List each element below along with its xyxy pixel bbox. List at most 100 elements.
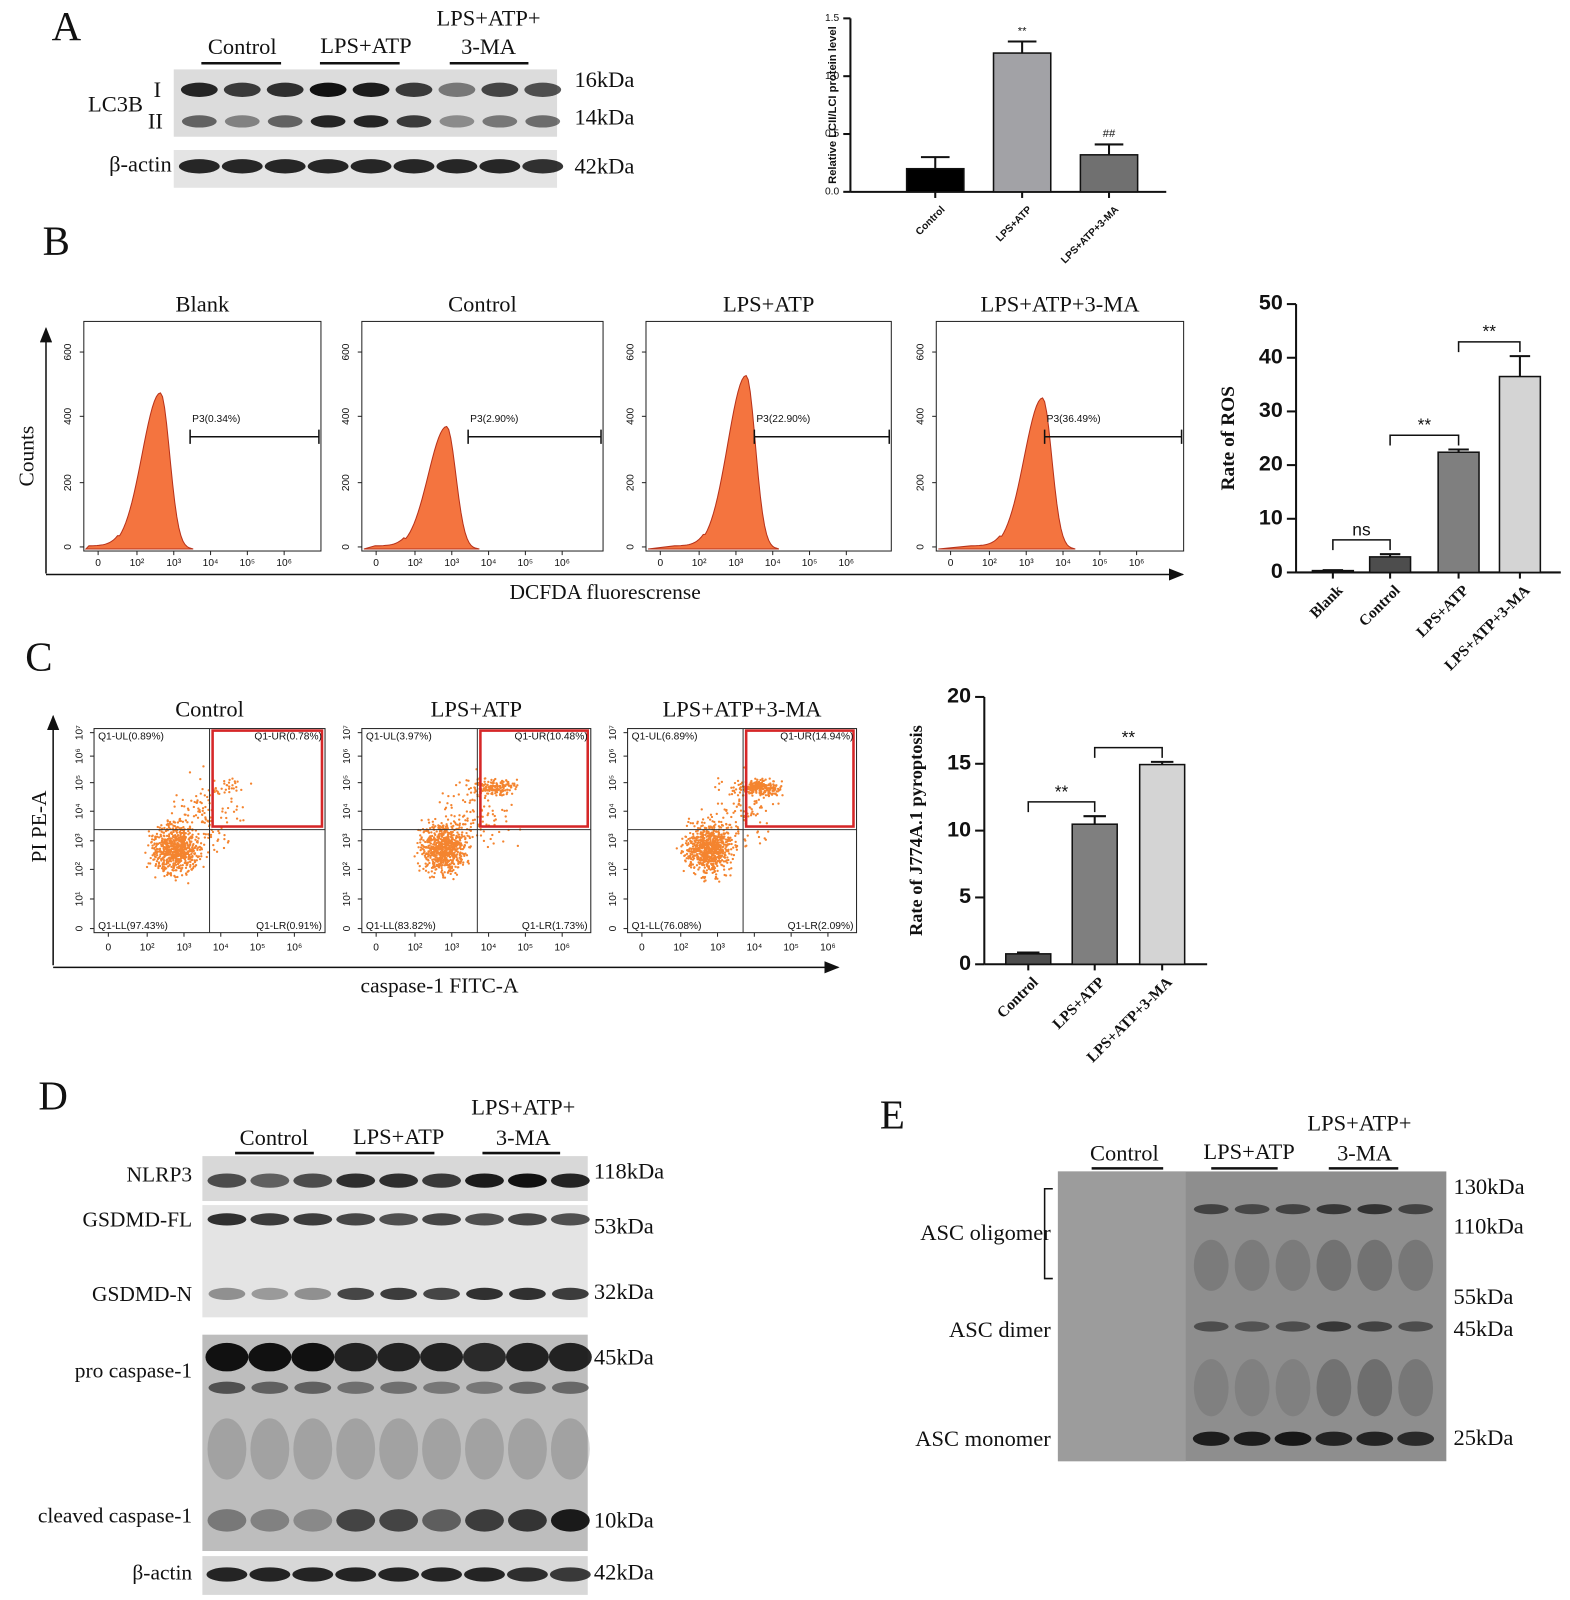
blot-band — [208, 1381, 246, 1394]
group-label: LPS+ATP — [320, 33, 411, 58]
blot-band — [250, 1418, 290, 1480]
group-label: 3-MA — [1337, 1140, 1393, 1165]
blot-band — [420, 1342, 464, 1372]
blot-band — [292, 1567, 334, 1582]
blot-band — [421, 1567, 463, 1582]
row-label: NLRP3 — [127, 1162, 193, 1186]
y-tick-label: 600 — [916, 343, 927, 360]
quadrant-label: Q1-LL(83.82%) — [366, 921, 436, 932]
kda-label: 25kDa — [1453, 1425, 1513, 1450]
x-axis-label: caspase-1 FITC-A — [361, 974, 519, 998]
plot-title: LPS+ATP+3-MA — [980, 291, 1140, 316]
blot-band — [423, 1381, 460, 1394]
blot-band — [1398, 1204, 1434, 1215]
x-tick-label: 10⁴ — [481, 558, 497, 569]
x-tick-label: LPS+ATP — [1413, 582, 1472, 641]
y-tick-label: 10⁷ — [74, 725, 85, 740]
blot-band — [223, 82, 261, 97]
kda-label: 110kDa — [1453, 1214, 1523, 1239]
x-tick-label: 10² — [408, 943, 423, 954]
y-axis-label: Rate of J774A.1 pyroptosis — [906, 725, 926, 936]
y-tick-label: 10⁵ — [608, 775, 619, 791]
x-tick-label: LPS+ATP+3-MA — [1059, 204, 1121, 266]
blot-band — [1397, 1431, 1435, 1446]
bar — [1368, 556, 1412, 574]
y-tick-label: 10¹ — [342, 891, 353, 906]
blot-band — [422, 1509, 461, 1532]
y-tick-label: 20 — [947, 684, 971, 708]
blot-band — [550, 1509, 590, 1532]
y-tick-label: 10⁴ — [74, 803, 85, 819]
blot-band — [396, 115, 432, 128]
kda-label: 53kDa — [594, 1214, 654, 1239]
group-label: LPS+ATP — [353, 1124, 444, 1149]
blot-band — [522, 159, 564, 174]
x-tick-label: 0 — [373, 943, 379, 954]
blot-band — [293, 1509, 333, 1532]
bar — [1005, 953, 1052, 966]
blot-band — [336, 1213, 376, 1226]
dot-cloud — [413, 815, 472, 881]
x-tick-label: 10³ — [1019, 558, 1034, 569]
group-label: 3-MA — [496, 1125, 552, 1150]
plot-frame — [645, 320, 892, 552]
blot-band — [1316, 1204, 1352, 1215]
blot-band — [380, 1287, 418, 1300]
blot-band — [1275, 1321, 1311, 1332]
y-tick-label: 0 — [341, 544, 352, 550]
group-label: LPS+ATP+ — [437, 6, 541, 31]
x-tick-label: 10⁴ — [1055, 558, 1071, 569]
blot-band — [249, 1567, 291, 1582]
kda-label: 45kDa — [594, 1344, 654, 1369]
quadrant-label: Q1-UL(3.97%) — [366, 731, 432, 742]
y-tick-label: 0 — [959, 951, 971, 975]
blot-band — [1193, 1359, 1229, 1417]
y-tick-label: 10⁶ — [608, 748, 619, 764]
x-tick-label: 10⁴ — [203, 558, 219, 569]
blot-band — [267, 115, 303, 128]
blot-band — [379, 1173, 419, 1188]
panel-letter: A — [52, 4, 82, 49]
group-label: 3-MA — [461, 34, 517, 59]
y-tick-label: 10⁴ — [608, 803, 619, 819]
blot-band — [525, 115, 561, 128]
y-tick-label: 10⁷ — [342, 725, 353, 740]
group-label: Control — [240, 1125, 309, 1150]
x-tick-label: 10⁴ — [765, 558, 781, 569]
y-tick-label: 10 — [947, 817, 971, 841]
blot-band — [293, 1213, 333, 1226]
blot-band — [439, 115, 475, 128]
row-label: ASC dimer — [949, 1317, 1051, 1342]
kda-label: 118kDa — [594, 1159, 664, 1184]
y-tick-label: 10⁴ — [342, 803, 353, 819]
y-tick-label: 20 — [1259, 452, 1283, 476]
x-tick-label: 10⁵ — [518, 943, 534, 954]
dot-cloud — [675, 815, 739, 883]
blot-band — [250, 1213, 290, 1226]
plot-frame — [627, 728, 858, 934]
blot-band — [337, 1381, 375, 1394]
x-tick-label: 10⁴ — [746, 943, 762, 954]
y-tick-label: 10⁶ — [74, 748, 85, 764]
blot-band — [1398, 1321, 1434, 1332]
blot-band — [1315, 1431, 1353, 1446]
blot-band — [1398, 1239, 1434, 1291]
blot-band — [1192, 1431, 1230, 1446]
blot-band — [465, 1173, 504, 1188]
group-label: Control — [208, 34, 277, 59]
x-tick-label: LPS+ATP — [994, 204, 1034, 244]
dot-cloud — [691, 766, 780, 866]
blot-band — [293, 1173, 333, 1188]
blot-band — [508, 1509, 547, 1532]
quadrant-label: Q1-UR(10.48%) — [515, 731, 588, 742]
x-axis-label: DCFDA fluorescrense — [509, 580, 700, 604]
error-bar — [920, 156, 950, 169]
kda-label: 32kDa — [594, 1279, 654, 1304]
blot-band — [393, 159, 435, 174]
blot-band — [465, 1509, 504, 1532]
blot-band — [1275, 1239, 1311, 1291]
significance-bracket — [1093, 746, 1163, 758]
error-bar — [1083, 815, 1106, 825]
value-annotation: ## — [1103, 128, 1116, 140]
